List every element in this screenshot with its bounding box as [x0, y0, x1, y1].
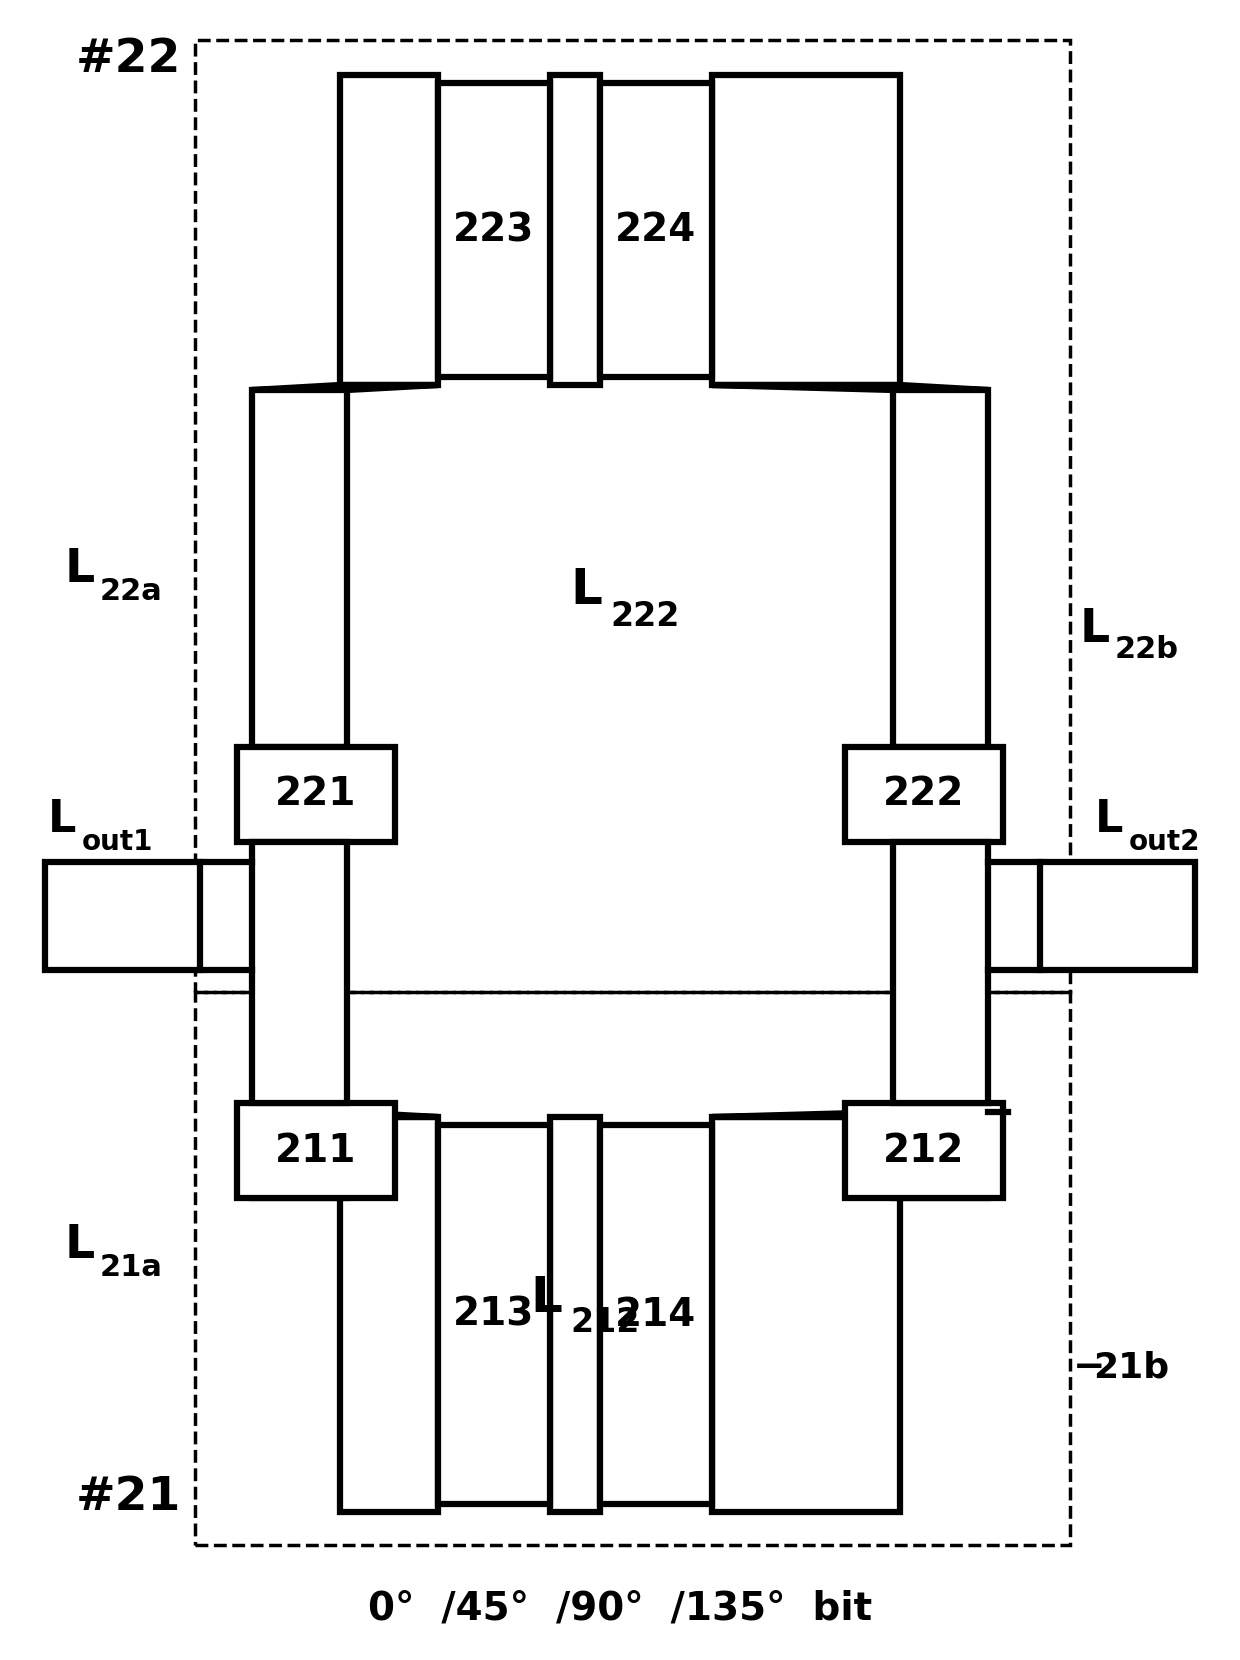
Bar [45, 862, 200, 969]
Bar [237, 1102, 396, 1199]
Bar [195, 40, 1070, 993]
Polygon shape [712, 1112, 988, 1117]
Text: L: L [48, 798, 77, 842]
Text: 213: 213 [454, 1295, 534, 1333]
Bar [237, 747, 396, 842]
Text: L: L [570, 566, 601, 614]
Text: 22a: 22a [100, 578, 162, 606]
Text: out1: out1 [82, 828, 154, 857]
Bar [893, 842, 988, 1102]
Bar [252, 842, 347, 1102]
Bar [600, 83, 712, 377]
Text: L: L [1080, 608, 1110, 652]
Bar [844, 1102, 1003, 1199]
Polygon shape [252, 385, 438, 390]
Bar [893, 1112, 988, 1199]
Bar [195, 993, 1070, 1545]
Text: out2: out2 [1128, 828, 1200, 857]
Bar [712, 1117, 900, 1512]
Text: L: L [1095, 798, 1123, 842]
Text: L: L [64, 548, 95, 593]
Text: L: L [64, 1222, 95, 1268]
Text: 212: 212 [883, 1132, 965, 1170]
Text: 222: 222 [610, 599, 680, 632]
Text: 22b: 22b [1115, 636, 1179, 664]
Bar [551, 1117, 600, 1512]
Polygon shape [252, 1112, 438, 1117]
Text: 212: 212 [570, 1305, 640, 1338]
Bar [1040, 862, 1195, 969]
Bar [600, 1125, 712, 1504]
Bar [893, 390, 988, 747]
Text: −: − [1073, 1348, 1106, 1386]
Bar [438, 1125, 551, 1504]
Polygon shape [712, 385, 988, 390]
Bar [712, 75, 900, 385]
Text: 21b: 21b [1092, 1350, 1169, 1384]
Bar [252, 1112, 347, 1199]
Text: 0°  /45°  /90°  /135°  bit: 0° /45° /90° /135° bit [368, 1589, 872, 1627]
Bar [438, 83, 551, 377]
Text: #22: #22 [76, 38, 181, 83]
Text: #21: #21 [76, 1476, 181, 1521]
Bar [340, 1117, 438, 1512]
Text: 211: 211 [275, 1132, 357, 1170]
Bar [551, 75, 600, 385]
Text: L: L [529, 1273, 562, 1321]
Text: 224: 224 [615, 211, 697, 249]
Text: 223: 223 [454, 211, 534, 249]
Bar [252, 390, 347, 747]
Bar [340, 75, 438, 385]
Text: 21a: 21a [100, 1253, 162, 1282]
Text: 214: 214 [615, 1295, 697, 1333]
Text: 221: 221 [275, 775, 357, 813]
Text: 222: 222 [883, 775, 965, 813]
Bar [844, 747, 1003, 842]
